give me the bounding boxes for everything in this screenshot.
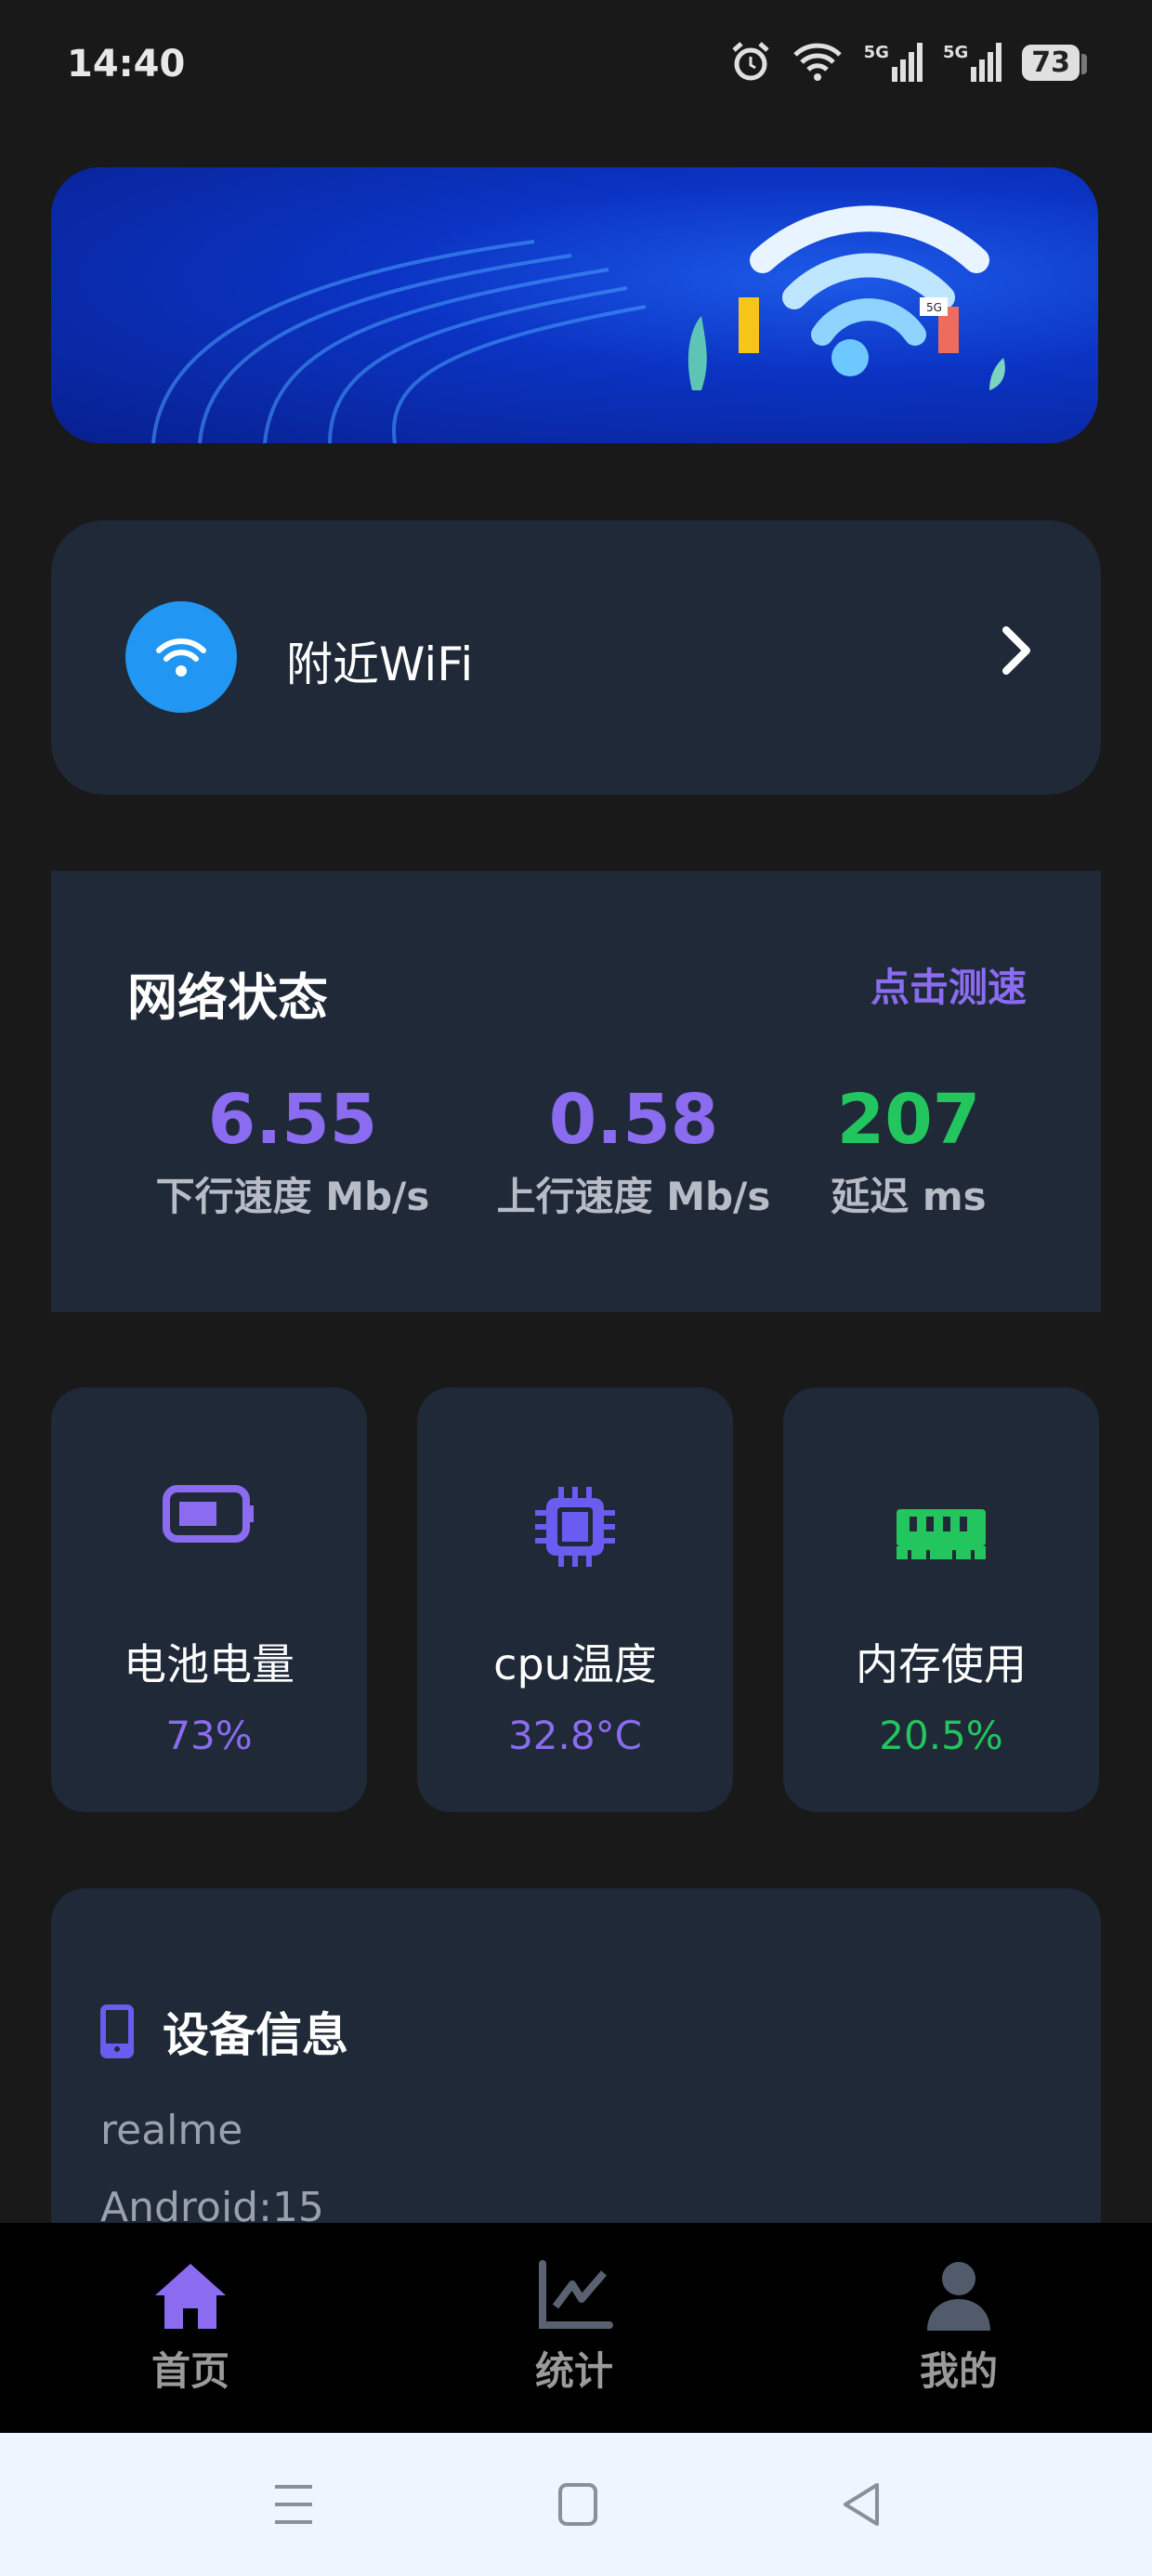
cell-signal-1: 5G	[864, 43, 923, 82]
battery-tile[interactable]: 电池电量 73%	[51, 1387, 367, 1812]
memory-tile[interactable]: 内存使用 20.5%	[783, 1387, 1099, 1812]
battery-indicator: 73	[1022, 44, 1087, 81]
recents-menu-icon[interactable]	[273, 2484, 314, 2525]
device-info-title: 设备信息	[163, 2008, 348, 2062]
cpu-icon	[417, 1485, 733, 1569]
back-icon[interactable]	[842, 2482, 883, 2527]
home-button-icon[interactable]	[557, 2482, 598, 2527]
tab-mine-label: 我的	[919, 2348, 998, 2394]
tab-home[interactable]: 首页	[98, 2260, 283, 2397]
alarm-icon	[731, 42, 769, 81]
chart-icon	[539, 2260, 613, 2329]
tab-statistics[interactable]: 统计	[481, 2260, 667, 2397]
wifi-icon	[125, 601, 237, 713]
download-label: 下行速度 Mb/s	[155, 1174, 430, 1219]
wifi-status-icon	[792, 43, 842, 81]
tab-home-label: 首页	[151, 2348, 229, 2394]
upload-value: 0.58	[548, 1080, 719, 1160]
nearby-wifi-label: 附近WiFi	[286, 637, 474, 691]
battery-value: 73%	[165, 1713, 253, 1758]
network-status-title: 网络状态	[127, 968, 328, 1027]
memory-icon	[783, 1504, 1099, 1563]
latency-label: 延迟 ms	[831, 1174, 987, 1219]
home-icon	[155, 2264, 226, 2329]
speed-test-button[interactable]: 点击测速	[870, 965, 1027, 1010]
cpu-value: 32.8°C	[508, 1713, 642, 1758]
nearby-wifi-entry[interactable]: 附近WiFi	[51, 520, 1101, 795]
latency-value: 207	[836, 1080, 981, 1160]
tab-mine[interactable]: 我的	[866, 2260, 1052, 2397]
status-icons: 5G 5G 73	[730, 41, 1087, 84]
cpu-tile[interactable]: cpu温度 32.8°C	[417, 1387, 733, 1812]
memory-value: 20.5%	[879, 1713, 1003, 1758]
download-value: 6.55	[207, 1080, 378, 1160]
status-time: 14:40	[67, 43, 186, 85]
system-navigation-bar	[0, 2433, 1152, 2576]
cpu-label: cpu温度	[493, 1639, 657, 1689]
latency: 207 延迟 ms	[816, 1080, 1001, 1222]
upload-speed: 0.58 上行速度 Mb/s	[494, 1080, 773, 1222]
battery-icon	[51, 1485, 367, 1543]
battery-label: 电池电量	[124, 1639, 295, 1689]
banner-image[interactable]: 5G	[51, 167, 1098, 443]
banner-5g-label: 5G	[926, 301, 942, 314]
chevron-right-icon	[999, 623, 1036, 692]
network-status-card: 网络状态 点击测速 6.55 下行速度 Mb/s 0.58 上行速度 Mb/s …	[51, 871, 1101, 1312]
device-brand: realme	[100, 2107, 243, 2154]
network-type: 5G	[942, 43, 969, 62]
bottom-tab-bar: 首页 统计 我的	[0, 2223, 1152, 2433]
tab-statistics-label: 统计	[534, 2348, 613, 2394]
upload-label: 上行速度 Mb/s	[496, 1174, 771, 1219]
user-icon	[927, 2262, 990, 2331]
phone-icon	[100, 2004, 134, 2062]
memory-label: 内存使用	[856, 1639, 1027, 1689]
device-info-card: 设备信息 realme Android:15	[51, 1888, 1101, 2279]
banner-illustration: 5G	[151, 205, 1005, 443]
cell-signal-2: 5G	[942, 43, 1002, 82]
download-speed: 6.55 下行速度 Mb/s	[153, 1080, 432, 1222]
network-type: 5G	[863, 43, 889, 62]
